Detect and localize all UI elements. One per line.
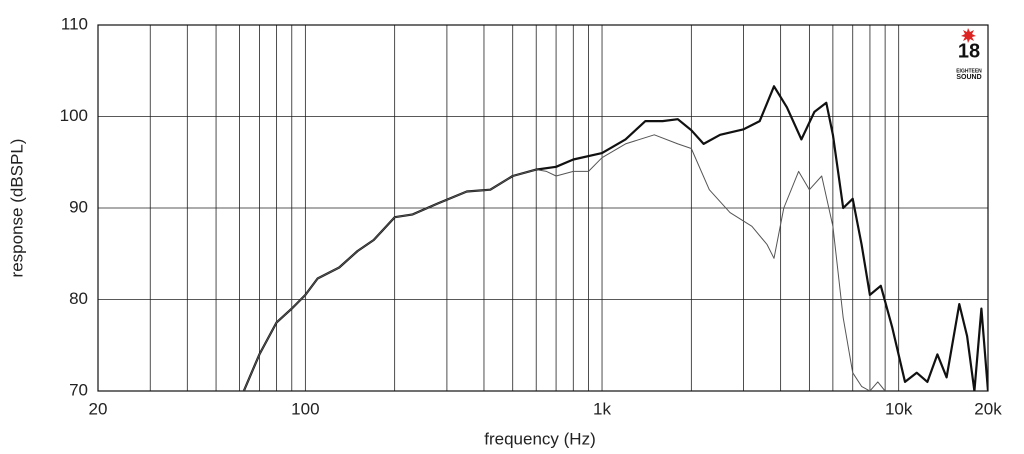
x-axis-label: frequency (Hz) [484,429,595,448]
logo-text: EIGHTEEN [956,68,982,74]
y-tick-label: 70 [69,380,88,399]
x-tick-label: 20k [974,399,1002,418]
x-tick-label: 100 [291,399,319,418]
logo-number: 18 [958,40,980,62]
x-tick-label: 10k [885,399,913,418]
x-tick-label: 1k [593,399,611,418]
logo-text: SOUND [956,74,981,81]
logo-star [961,28,976,43]
x-tick-label: 20 [89,399,108,418]
y-axis-label: response (dBSPL) [7,139,26,278]
response-line [242,85,988,391]
response-line [243,134,886,391]
y-tick-label: 90 [69,197,88,216]
logo: 18 EIGHTEEN SOUND [956,28,982,81]
y-tick-label: 80 [69,289,88,308]
y-tick-label: 110 [61,14,88,33]
y-tick-label: 100 [60,106,88,125]
plot-frame [97,24,989,392]
